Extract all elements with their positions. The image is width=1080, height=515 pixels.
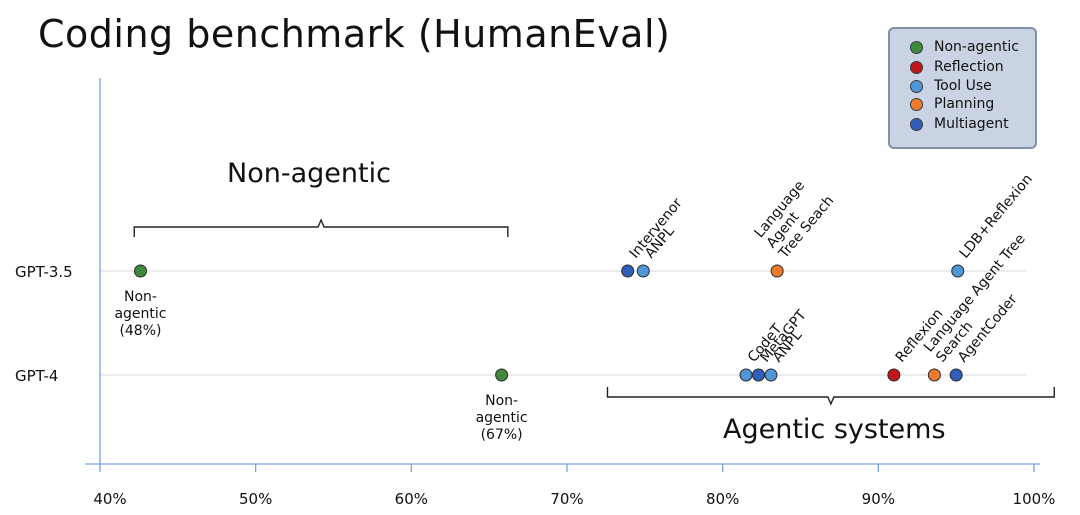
point-label: Non-agentic (67%) (476, 393, 528, 443)
legend-swatch-planning (910, 97, 923, 111)
data-point (739, 368, 753, 382)
annotation-non-agentic: Non-agentic (227, 158, 391, 189)
legend-swatch-tool-use (910, 79, 923, 93)
legend-swatch-multiagent (910, 117, 923, 131)
x-tick-label: 70% (550, 490, 583, 508)
legend-item: Non-agentic (910, 38, 1019, 56)
point-label: LDB+Reflexion (957, 171, 1036, 261)
data-point (887, 368, 901, 382)
x-tick-label: 90% (862, 490, 895, 508)
point-label-line: (48%) (119, 323, 161, 339)
point-layer (133, 264, 965, 382)
legend-label: Reflection (934, 59, 1004, 75)
data-point (621, 264, 635, 278)
legend-item: Reflection (910, 58, 1004, 76)
chart-title: Coding benchmark (HumanEval) (38, 12, 671, 56)
x-tick-label: 100% (1013, 490, 1056, 508)
row-label: GPT-4 (15, 367, 58, 385)
point-label-line: agentic (114, 306, 166, 322)
point-label-line: Non- (485, 393, 518, 409)
data-point (927, 368, 941, 382)
point-label: LanguageAgentTree Seach (751, 172, 837, 262)
axis-layer: GPT-3.5 GPT-4 40% 50% 60% 70% 80% 90% 100% (15, 78, 1055, 508)
data-point (949, 368, 963, 382)
data-point (751, 368, 765, 382)
x-tick-label: 40% (93, 490, 126, 508)
point-label: Non-agentic (48%) (114, 289, 166, 339)
bracket (133, 218, 509, 237)
legend-item: Tool Use (910, 77, 992, 95)
data-point (133, 264, 147, 278)
legend-label: Planning (934, 96, 995, 112)
x-tick-label: 80% (706, 490, 739, 508)
legend: Non-agentic Reflection Tool Use Planning… (888, 27, 1037, 149)
point-label-line: (67%) (481, 427, 523, 443)
x-tick-label: 50% (239, 490, 272, 508)
row-label: GPT-3.5 (15, 263, 73, 281)
label-layer: Non-agentic (48%)IntervenorANPLLanguageAg… (114, 171, 1036, 443)
data-point (770, 264, 784, 278)
legend-label: Multiagent (934, 116, 1009, 132)
data-point (636, 264, 650, 278)
point-label-line: agentic (476, 410, 528, 426)
legend-item: Planning (910, 95, 994, 113)
bracket-layer (133, 218, 1055, 406)
bracket (606, 387, 1055, 406)
annotation-agentic-systems: Agentic systems (723, 414, 946, 445)
legend-label: Tool Use (934, 78, 992, 94)
data-point (495, 368, 509, 382)
data-point (764, 368, 778, 382)
legend-swatch-non-agentic (910, 40, 923, 54)
point-label-line: LDB+Reflexion (957, 171, 1036, 261)
legend-label: Non-agentic (934, 39, 1019, 55)
x-tick-label: 60% (395, 490, 428, 508)
legend-item: Multiagent (910, 115, 1009, 133)
point-label-line: Non- (124, 289, 157, 305)
legend-swatch-reflection (910, 60, 923, 74)
data-point (951, 264, 965, 278)
grid-layer (100, 270, 1026, 376)
